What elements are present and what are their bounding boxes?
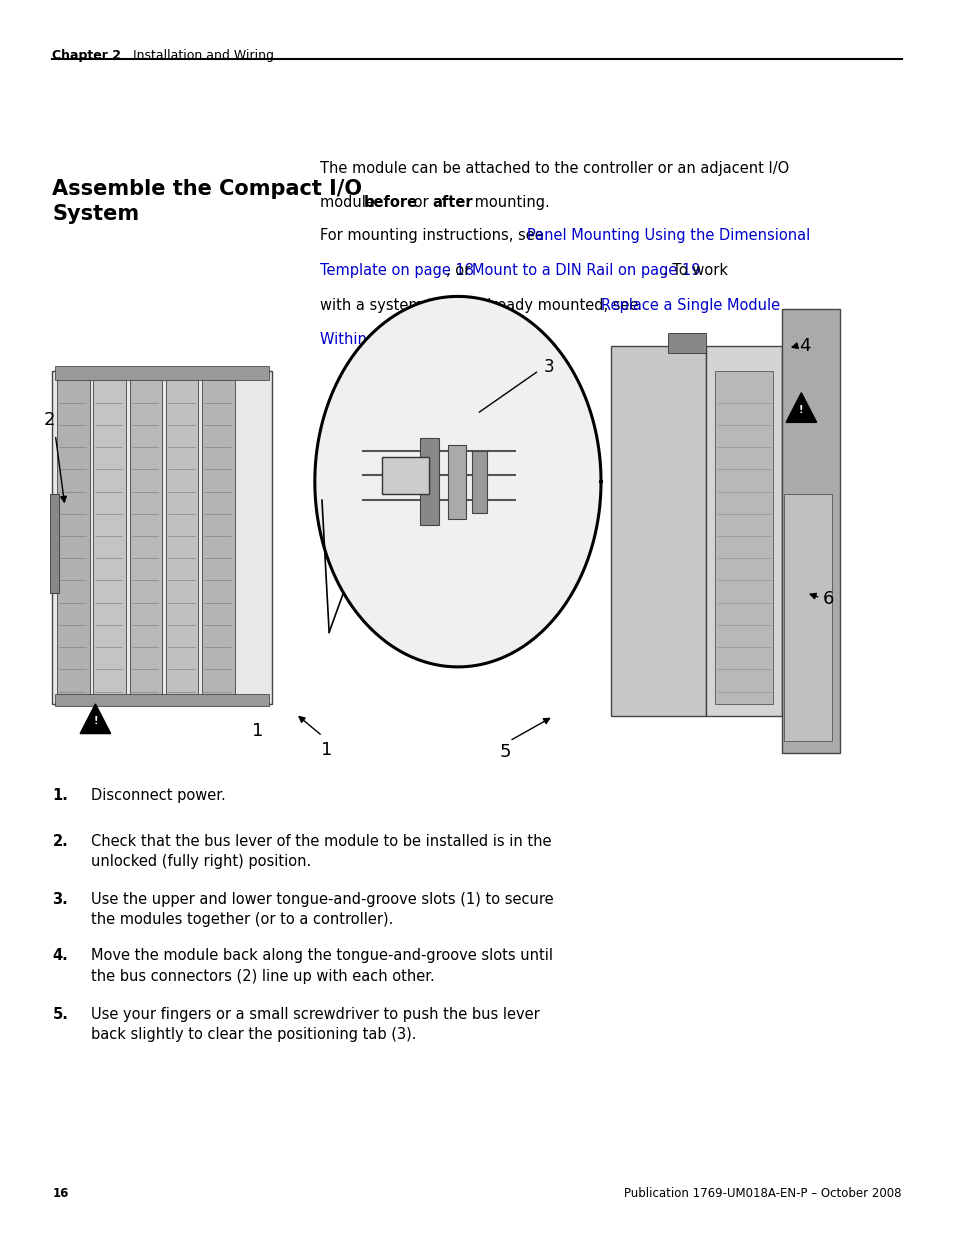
Text: , or: , or (446, 263, 475, 278)
Bar (472, 451, 486, 513)
Text: . To work: . To work (662, 263, 727, 278)
Text: The module can be attached to the controller or an adjacent I/O: The module can be attached to the contro… (319, 161, 788, 175)
Bar (130, 374, 162, 701)
Text: Use the upper and lower tongue-and-groove slots (1) to secure
the modules togeth: Use the upper and lower tongue-and-groov… (91, 892, 553, 927)
Bar (715, 370, 772, 704)
Text: Panel Mounting Using the Dimensional: Panel Mounting Using the Dimensional (526, 228, 809, 243)
Text: .: . (492, 332, 497, 347)
Text: Chapter 2: Chapter 2 (52, 49, 121, 63)
Bar (93, 374, 126, 701)
Text: mounting.: mounting. (470, 195, 550, 210)
Bar (50, 494, 59, 593)
Text: For mounting instructions, see: For mounting instructions, see (319, 228, 547, 243)
Polygon shape (785, 393, 816, 422)
Text: 3: 3 (543, 358, 554, 375)
Text: 1: 1 (320, 741, 332, 760)
Bar (55, 366, 269, 380)
Text: Check that the bus lever of the module to be installed is in the
unlocked (fully: Check that the bus lever of the module t… (91, 834, 551, 869)
Text: Disconnect power.: Disconnect power. (91, 788, 225, 803)
Bar (381, 457, 429, 494)
Text: 5.: 5. (52, 1007, 69, 1021)
Bar (52, 370, 272, 704)
Text: 1: 1 (252, 722, 263, 741)
Text: or: or (409, 195, 433, 210)
Bar (57, 374, 90, 701)
Text: Replace a Single Module: Replace a Single Module (600, 298, 780, 312)
Text: 16: 16 (52, 1187, 69, 1200)
Bar (202, 374, 234, 701)
Polygon shape (314, 296, 600, 667)
Text: before: before (363, 195, 417, 210)
Text: 6: 6 (821, 590, 833, 608)
Bar (419, 438, 438, 525)
Text: with a system that is already mounted, see: with a system that is already mounted, s… (319, 298, 642, 312)
Bar (448, 445, 465, 519)
Text: Template on page 18: Template on page 18 (319, 263, 473, 278)
Text: Use your fingers or a small screwdriver to push the bus lever
back slightly to c: Use your fingers or a small screwdriver … (91, 1007, 538, 1042)
Bar (705, 346, 781, 716)
Polygon shape (80, 704, 111, 734)
Bar (781, 309, 839, 753)
Text: 2: 2 (44, 411, 55, 429)
Text: 5: 5 (499, 743, 511, 762)
Text: Move the module back along the tongue-and-groove slots until
the bus connectors : Move the module back along the tongue-an… (91, 948, 552, 984)
Text: module: module (319, 195, 378, 210)
Bar (55, 694, 269, 706)
Text: 4.: 4. (52, 948, 69, 963)
Text: after: after (432, 195, 473, 210)
Text: 4: 4 (799, 337, 810, 354)
Bar (783, 494, 831, 741)
Text: Installation and Wiring: Installation and Wiring (117, 49, 274, 63)
Text: Assemble the Compact I/O
System: Assemble the Compact I/O System (52, 179, 362, 224)
Text: Within a System on page 19: Within a System on page 19 (319, 332, 526, 347)
Bar (610, 346, 705, 716)
Text: 2.: 2. (52, 834, 69, 848)
Text: !: ! (799, 405, 802, 415)
Bar (166, 374, 198, 701)
Text: Mount to a DIN Rail on page 19: Mount to a DIN Rail on page 19 (472, 263, 700, 278)
Text: 1.: 1. (52, 788, 69, 803)
Text: Publication 1769-UM018A-EN-P – October 2008: Publication 1769-UM018A-EN-P – October 2… (623, 1187, 901, 1200)
Text: 3.: 3. (52, 892, 69, 906)
Bar (667, 333, 705, 353)
Text: !: ! (93, 716, 97, 726)
